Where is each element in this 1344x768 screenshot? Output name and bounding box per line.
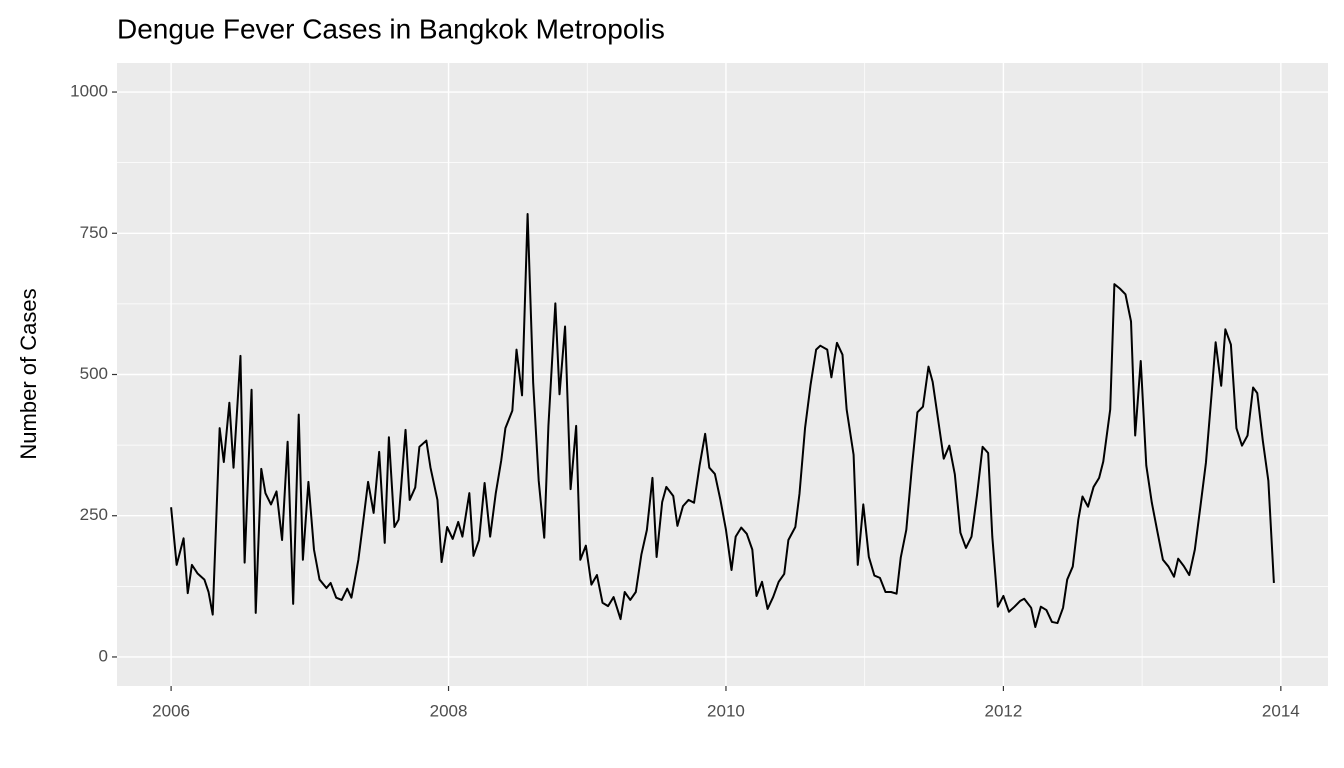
y-tick-label: 250: [80, 505, 108, 524]
chart-title: Dengue Fever Cases in Bangkok Metropolis: [117, 13, 665, 44]
y-tick-label: 0: [99, 646, 108, 665]
y-axis-label: Number of Cases: [16, 288, 41, 459]
x-tick-label: 2012: [984, 701, 1022, 720]
x-tick-label: 2014: [1262, 701, 1300, 720]
x-tick-label: 2008: [430, 701, 468, 720]
x-tick-label: 2010: [707, 701, 745, 720]
y-tick-label: 500: [80, 364, 108, 383]
data-line: [170, 213, 1275, 629]
x-tick-label: 2006: [152, 701, 190, 720]
y-tick-label: 1000: [70, 82, 108, 101]
y-tick-label: 750: [80, 223, 108, 242]
